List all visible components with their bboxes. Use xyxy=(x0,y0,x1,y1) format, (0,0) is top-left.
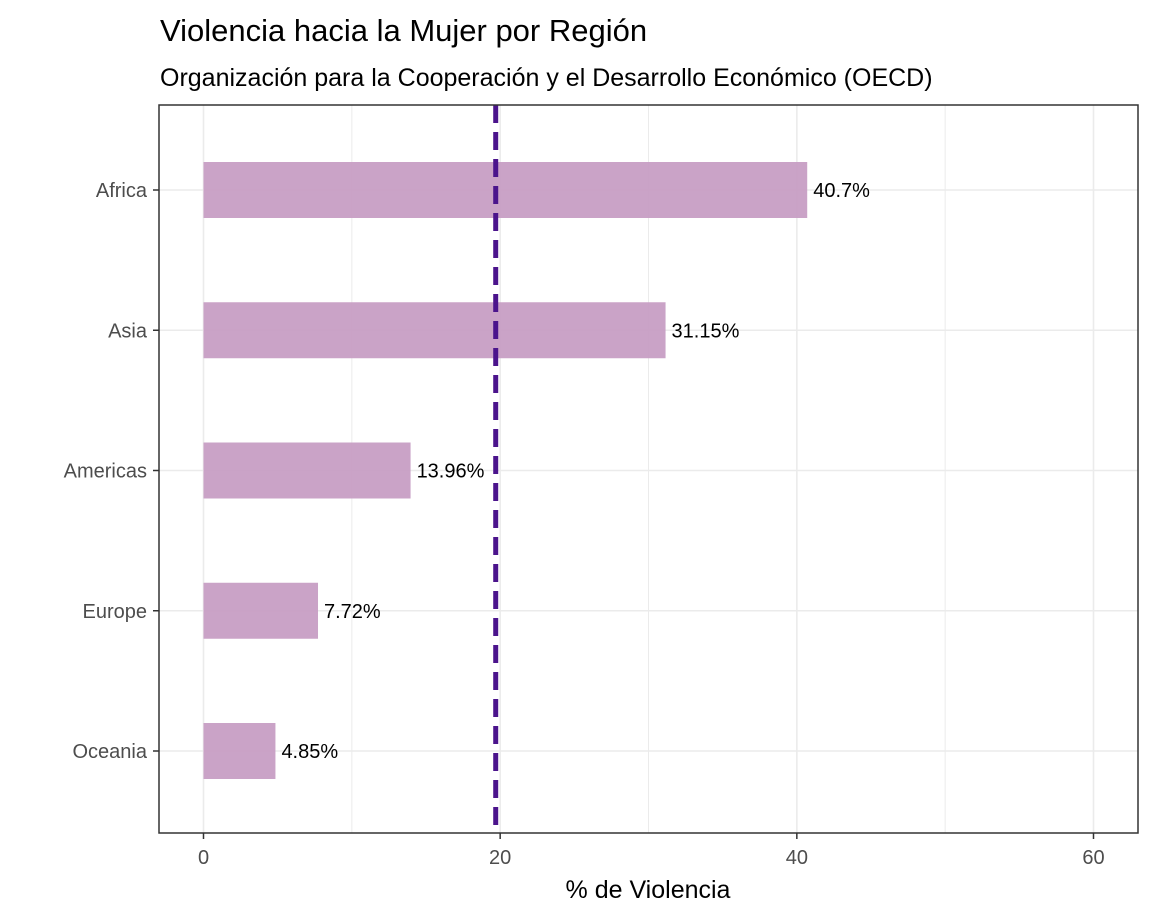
chart-subtitle: Organización para la Cooperación y el De… xyxy=(160,64,933,92)
y-tick-label: Oceania xyxy=(73,741,148,763)
x-axis-title: % de Violencia xyxy=(566,876,731,904)
bar-asia xyxy=(203,302,666,359)
panel-border xyxy=(158,104,1139,834)
bar-oceania xyxy=(203,723,276,779)
x-tick-label: 0 xyxy=(198,847,209,869)
y-tick-label: Americas xyxy=(64,461,147,483)
x-tick-label: 60 xyxy=(1082,847,1104,869)
data-label: 13.96% xyxy=(417,461,485,483)
bar-americas xyxy=(203,442,411,499)
data-label: 31.15% xyxy=(672,320,740,342)
y-tick-label: Europe xyxy=(83,601,148,623)
y-tick-label: Africa xyxy=(96,180,148,202)
data-label: 4.85% xyxy=(281,741,338,763)
bar-africa xyxy=(203,162,808,218)
y-tick-label: Asia xyxy=(108,320,148,342)
data-label: 7.72% xyxy=(324,601,381,623)
bar-europe xyxy=(203,582,319,639)
x-tick-label: 20 xyxy=(489,847,511,869)
chart-title: Violencia hacia la Mujer por Región xyxy=(160,13,647,48)
data-label: 40.7% xyxy=(813,180,870,202)
x-tick-label: 40 xyxy=(786,847,808,869)
plot-panel: 40.7% 31.15% 13.96% 7.72% 4.85% Africa Asia Ame… xyxy=(64,104,1139,869)
